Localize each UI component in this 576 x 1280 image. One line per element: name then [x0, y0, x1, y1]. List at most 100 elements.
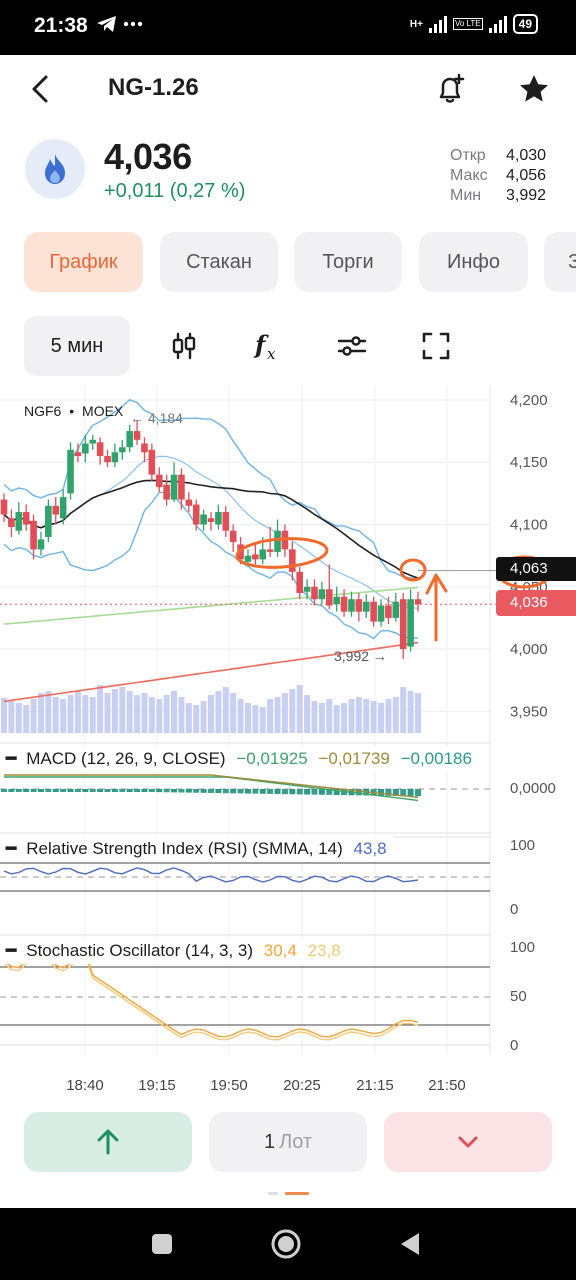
volume-bar: [281, 693, 288, 733]
recent-apps-icon[interactable]: [144, 1226, 180, 1262]
macd-histogram-bar: [185, 789, 192, 793]
settings-sliders-icon[interactable]: [334, 328, 370, 364]
volume-bar: [185, 703, 192, 733]
page-dot: [268, 1192, 278, 1195]
last-price: 4,036: [104, 136, 192, 177]
collapse-icon[interactable]: ━: [6, 749, 17, 768]
time-tick-label: 20:25: [283, 1077, 321, 1094]
svg-text:f: f: [253, 330, 269, 359]
macd-histogram-bar: [97, 789, 104, 792]
volume-bar: [311, 701, 318, 733]
stat-value-low: 3,992: [506, 187, 547, 204]
volume-bar: [370, 701, 377, 733]
tab-bar: График Стакан Торги Инфо З: [24, 232, 576, 292]
svg-text:x: x: [267, 345, 276, 363]
collapse-icon[interactable]: ━: [6, 839, 17, 858]
price-chart[interactable]: 4,200 4,150 4,100 4,050 4,000 3,950 18:40 19:1…: [0, 385, 576, 1100]
candle-body: [207, 518, 215, 523]
candle-body: [126, 431, 133, 448]
volume-bar: [392, 697, 399, 733]
macd-histogram-bar: [23, 789, 30, 792]
telegram-icon: [96, 14, 118, 39]
macd-histogram-bar: [193, 789, 200, 793]
rsi-axis-0: 0: [510, 901, 519, 918]
candle-body: [252, 554, 259, 560]
volume-bar: [326, 699, 333, 733]
exchange-label: MOEX: [82, 403, 124, 419]
volume-bar: [156, 699, 163, 733]
candle-body: [45, 505, 52, 537]
collapse-icon[interactable]: ━: [6, 941, 17, 960]
macd-histogram-value: −0,00186: [400, 749, 472, 768]
candle-body: [178, 474, 185, 500]
volume-bar: [82, 695, 89, 733]
volte-badge: Vo LTE: [452, 18, 483, 30]
candle-body: [104, 455, 111, 463]
macd-value: −0,01925: [236, 749, 308, 768]
macd-histogram-bar: [326, 789, 333, 795]
fullscreen-icon[interactable]: [418, 328, 454, 364]
macd-histogram-bar: [156, 789, 163, 793]
volume-bar: [341, 703, 348, 733]
macd-axis-label: 0,0000: [510, 780, 556, 797]
tab-chart[interactable]: График: [24, 232, 143, 292]
tab-more[interactable]: З: [544, 232, 576, 292]
macd-histogram-bar: [37, 789, 44, 792]
volume-bar: [30, 699, 37, 733]
home-icon[interactable]: [268, 1226, 304, 1262]
star-icon[interactable]: [516, 71, 552, 107]
volume-bar: [171, 691, 178, 733]
lot-quantity-input[interactable]: 1 Лот: [209, 1112, 367, 1172]
trade-actions: 1 Лот: [0, 1112, 576, 1174]
bell-plus-icon[interactable]: [432, 71, 468, 107]
high-arrow: ←: [130, 410, 148, 426]
tab-orderbook[interactable]: Стакан: [160, 232, 278, 292]
back-triangle-icon[interactable]: [392, 1226, 428, 1262]
candle-body: [229, 530, 237, 542]
function-icon[interactable]: f x: [250, 328, 286, 364]
volume-bar: [141, 693, 148, 733]
volume-bar: [15, 703, 22, 733]
macd-histogram-bar: [244, 789, 251, 794]
bollinger-upper-line: [3, 398, 419, 579]
candle-body: [333, 596, 340, 605]
tab-trades[interactable]: Торги: [294, 232, 402, 292]
macd-histogram-bar: [274, 789, 281, 795]
rsi-label: Relative Strength Index (RSI) (SMMA, 14): [26, 839, 343, 858]
macd-histogram-bar: [230, 789, 237, 794]
back-arrow-icon[interactable]: [24, 71, 60, 107]
macd-histogram-bar: [1, 789, 7, 792]
battery-icon: 49: [512, 14, 538, 34]
macd-histogram-bar: [259, 789, 266, 794]
volume-bar: [222, 687, 229, 733]
interval-selector[interactable]: 5 мин: [24, 316, 130, 376]
sell-button[interactable]: [384, 1112, 552, 1172]
rsi-value: 43,8: [353, 839, 387, 858]
chevron-down-icon: [458, 1136, 478, 1148]
macd-histogram-bar: [237, 789, 244, 794]
stochastic-axis-50: 50: [510, 988, 527, 1005]
candle-body: [348, 599, 355, 612]
high-value: 4,184: [147, 410, 183, 426]
macd-histogram-bar: [281, 789, 288, 795]
flame-icon: [25, 139, 85, 199]
low-annotation: 3,992 →: [334, 648, 387, 664]
macd-histogram-bar: [178, 789, 185, 793]
stat-label-open: Откр: [450, 147, 486, 164]
macd-line: [4, 776, 419, 802]
candlestick-icon[interactable]: [166, 328, 202, 364]
macd-histogram-bar: [45, 789, 52, 792]
tab-info[interactable]: Инфо: [419, 232, 528, 292]
buy-button[interactable]: [24, 1112, 192, 1172]
time-tick-label: 21:50: [428, 1077, 466, 1094]
volume-bar: [74, 691, 81, 733]
candle-body: [141, 443, 148, 453]
chart-overlays: [0, 398, 496, 703]
volume-bar: [97, 685, 104, 733]
price-tick-label: 4,100: [510, 516, 548, 533]
candle-body: [362, 601, 370, 612]
volume-bar: [407, 691, 414, 733]
arrow-up-icon: [97, 1129, 119, 1155]
candle-body: [200, 514, 207, 525]
